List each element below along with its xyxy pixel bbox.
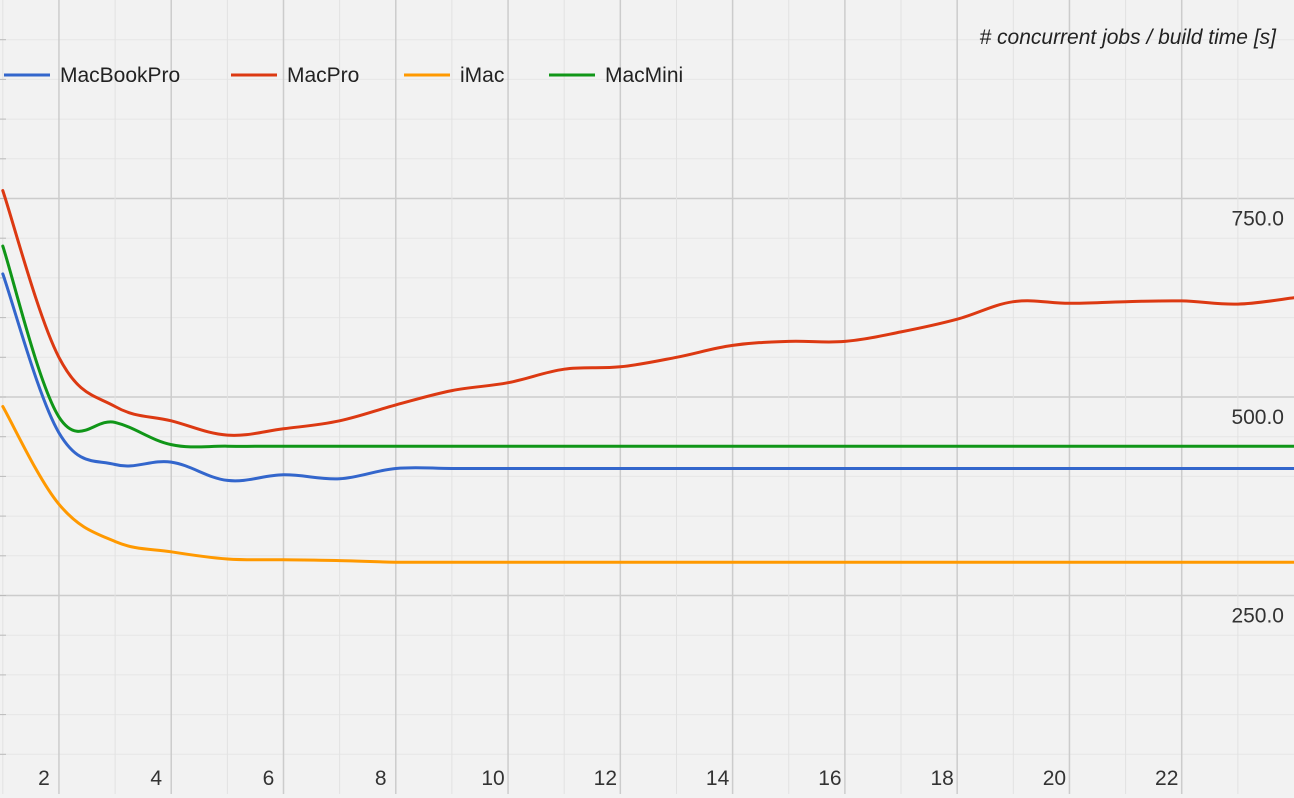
- x-tick-label: 6: [263, 767, 275, 790]
- tick-labels: 2 4 6 8 10 12 14 16 18 20 22 250.0 500.0 750.0: [38, 208, 1284, 791]
- x-tick-label: 22: [1155, 767, 1178, 790]
- legend-label: MacPro: [287, 64, 359, 87]
- x-tick-label: 16: [818, 767, 841, 790]
- y-tick-label: 750.0: [1231, 208, 1284, 231]
- x-tick-label: 18: [930, 767, 953, 790]
- legend-label: MacBookPro: [60, 64, 180, 87]
- legend: MacBookPro MacPro iMac MacMini: [4, 64, 683, 87]
- series-lines: [1, 189, 1294, 564]
- legend-label: iMac: [460, 64, 504, 87]
- y-tick-label: 500.0: [1231, 406, 1284, 429]
- series-line-macmini: [1, 244, 1294, 449]
- legend-item-imac[interactable]: iMac: [404, 64, 504, 87]
- legend-item-macmini[interactable]: MacMini: [549, 64, 683, 87]
- series-line-macbookpro: [1, 272, 1294, 483]
- x-tick-label: 4: [150, 767, 162, 790]
- legend-label: MacMini: [605, 64, 683, 87]
- y-tick-label: 250.0: [1231, 605, 1284, 628]
- x-tick-label: 8: [375, 767, 387, 790]
- chart-title: # concurrent jobs / build time [s]: [980, 26, 1278, 49]
- x-tick-label: 2: [38, 767, 50, 790]
- x-tick-label: 20: [1043, 767, 1066, 790]
- x-tick-label: 10: [481, 767, 504, 790]
- x-tick-label: 12: [594, 767, 617, 790]
- legend-item-macpro[interactable]: MacPro: [231, 64, 359, 87]
- series-line-imac: [1, 405, 1294, 564]
- legend-item-macbookpro[interactable]: MacBookPro: [4, 64, 180, 87]
- series-line-macpro: [1, 189, 1294, 437]
- x-tick-label: 14: [706, 767, 730, 790]
